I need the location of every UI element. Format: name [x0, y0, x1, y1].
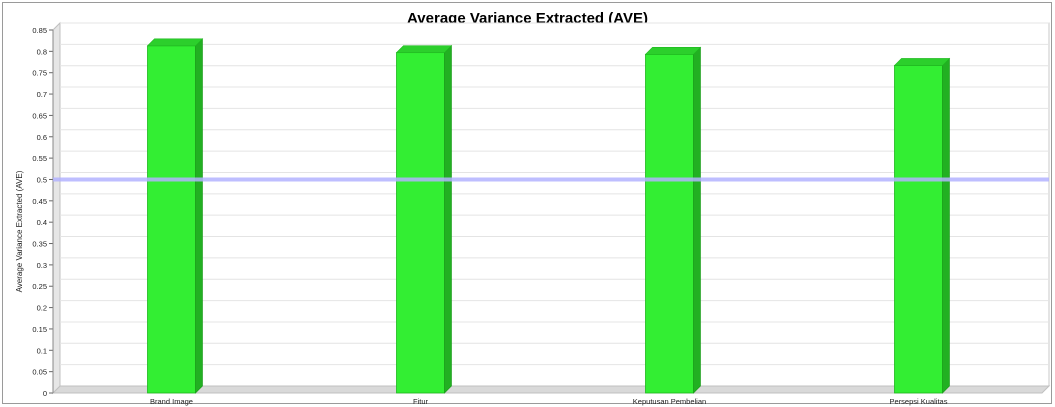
y-tick-label: 0.55 — [32, 154, 47, 163]
bar — [893, 57, 951, 394]
grid-layer — [51, 21, 1051, 395]
bar-front — [396, 52, 445, 394]
y-tick-label: 0.6 — [37, 133, 47, 142]
y-tick-label: 0.05 — [32, 368, 47, 377]
bar-front — [645, 53, 694, 394]
y-tick-label: 0.4 — [37, 218, 47, 227]
y-tick-label: 0.15 — [32, 325, 47, 334]
y-tick-label: 0.65 — [32, 111, 47, 120]
bar-side — [444, 44, 452, 394]
x-tick-label: Brand Image — [150, 397, 193, 406]
bar — [644, 46, 702, 394]
bar — [146, 38, 204, 394]
x-tick-label: Persepsi Kualitas — [890, 397, 948, 406]
bar-side — [195, 38, 203, 394]
y-tick-label: 0.35 — [32, 240, 47, 249]
bar-top — [146, 38, 204, 47]
y-tick-label: 0.75 — [32, 69, 47, 78]
bar-top — [395, 45, 453, 53]
bar-front — [894, 65, 943, 394]
y-tick-label: 0.1 — [37, 346, 47, 355]
y-tick-label: 0.25 — [32, 282, 47, 291]
x-tick-label: Keputusan Pembelian — [633, 397, 706, 406]
bar-top — [644, 47, 702, 55]
bar-top — [893, 58, 951, 66]
bar-front — [147, 45, 196, 394]
x-tick-label: Fitur — [413, 397, 429, 406]
plot-side-wall — [52, 21, 61, 395]
y-tick-label: 0 — [43, 389, 47, 398]
y-tick-label: 0.45 — [32, 197, 47, 206]
y-tick-label: 0.5 — [37, 175, 47, 184]
bars-layer — [146, 38, 951, 394]
y-tick-label: 0.3 — [37, 261, 47, 270]
y-tick-label: 0.8 — [37, 47, 47, 56]
y-tick-label: 0.7 — [37, 90, 47, 99]
y-tick-label: 0.85 — [32, 26, 47, 35]
bar-side — [942, 57, 950, 394]
axis-layer: 0 0.05 0.1 0.15 0.2 0.25 0.3 0.35 0.4 0.45 0.5 0.55… — [32, 26, 54, 398]
bar — [395, 44, 453, 394]
label-layer: Average Variance Extracted (AVE) Brand Im… — [15, 170, 948, 406]
y-tick-label: 0.2 — [37, 304, 47, 313]
bar-side — [693, 46, 701, 394]
y-axis-label: Average Variance Extracted (AVE) — [15, 170, 24, 292]
